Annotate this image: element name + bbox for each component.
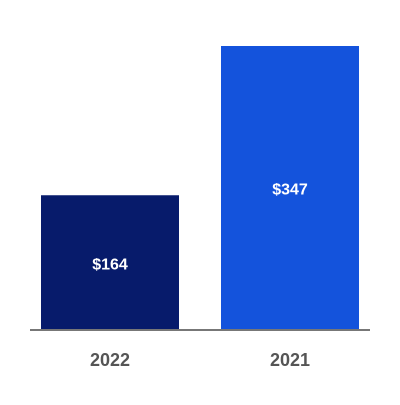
bar [221,46,359,329]
value-label: $347 [272,182,308,199]
x-tick-label: 2022 [90,350,130,370]
value-label: $164 [92,256,128,273]
x-tick-label: 2021 [270,350,310,370]
bar [41,195,179,329]
